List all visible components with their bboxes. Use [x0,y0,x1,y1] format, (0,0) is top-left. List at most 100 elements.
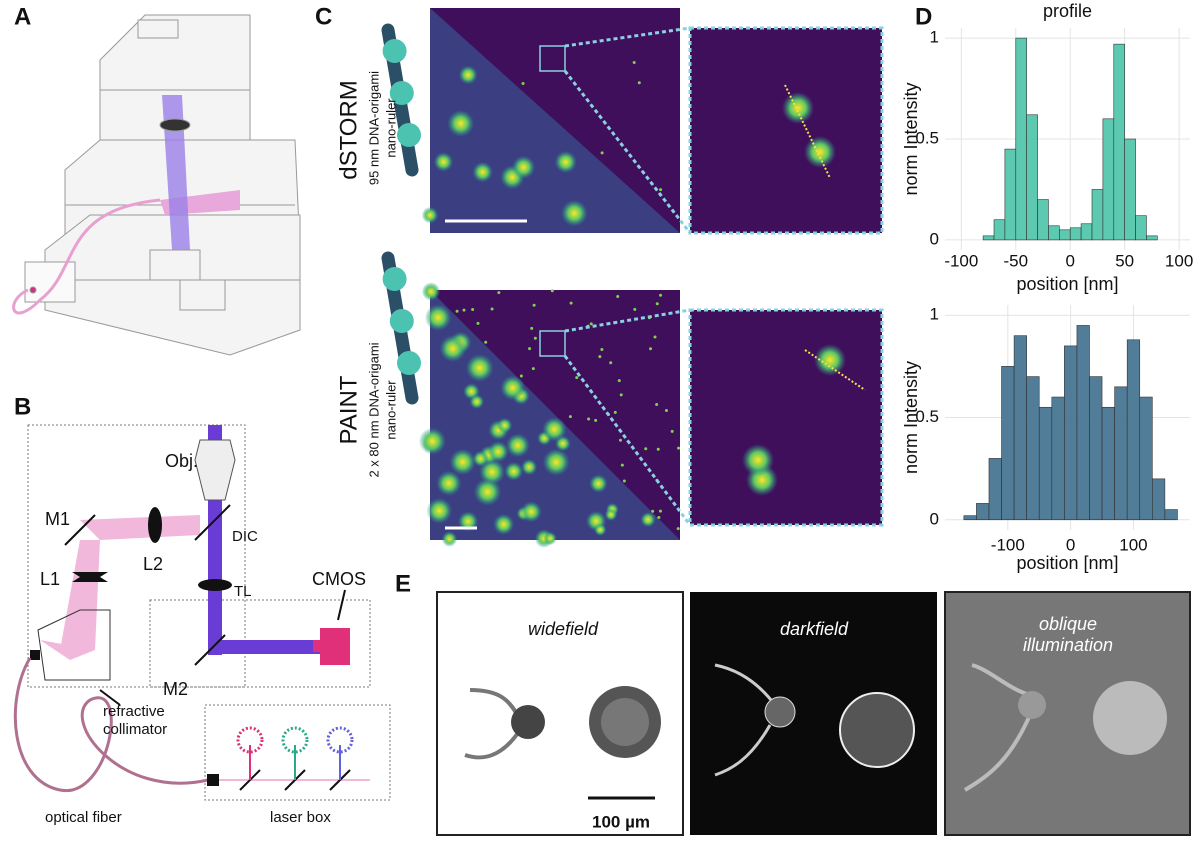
spot [651,509,655,513]
bar [1152,478,1166,521]
zoom-line [563,355,692,526]
blob [418,427,446,455]
image-label: darkfield [780,619,849,639]
spot [622,479,626,483]
profile-line [804,349,866,391]
scale-bar-label: 100 µm [592,812,650,831]
spot [644,447,648,451]
ruler-bead [382,39,407,63]
x-tick-label: -100 [944,251,978,270]
spot [532,303,536,307]
spot [462,308,466,312]
blob [589,474,608,493]
blob [561,199,588,227]
blob [436,470,462,496]
spot [659,293,663,297]
bar [982,235,995,241]
image-label: oblique [1039,614,1097,634]
spot [490,307,494,311]
optical-schematic [13,424,391,801]
sample-label: nano-ruler [383,380,398,440]
spot [530,326,534,330]
blob [465,354,494,382]
y-tick-label: 0.5 [915,407,939,426]
bar [1059,229,1071,241]
spot [653,335,657,339]
spot [455,309,459,313]
spot [616,295,620,299]
spot [619,393,623,397]
panel-label: B [14,393,31,420]
spot [471,308,475,312]
method-label: dSTORM [335,80,362,180]
bar [1026,114,1038,241]
blob [433,152,454,172]
label: optical fiber [45,809,122,826]
blob [469,394,485,409]
spot [670,429,674,433]
zoom-line [563,70,692,234]
spot [664,409,668,413]
zoom-bg [688,308,884,527]
blob [472,450,489,467]
bar [1048,225,1060,241]
zoom-box [539,45,566,72]
y-tick-label: 1 [930,305,939,324]
bar [1146,235,1158,241]
bar [1135,215,1147,241]
spot [618,438,622,442]
label: M1 [45,509,70,529]
blob [804,136,836,168]
spot [620,463,624,467]
x-tick-label: 100 [1119,535,1147,554]
spot [600,348,604,352]
bar [1164,509,1178,521]
ruler-bead [389,309,414,333]
bar [1013,335,1027,521]
x-tick-label: 0 [1065,251,1074,270]
panel-label: D [915,3,932,30]
bar [963,515,977,521]
blob [500,375,526,401]
blob [511,155,536,179]
spot [600,151,604,155]
blob [542,448,570,476]
blob [640,511,656,528]
ruler-bead [397,351,421,375]
blob [504,461,524,481]
zoom-bg [688,26,884,235]
ruler-bead [397,123,421,147]
bar [1101,406,1115,521]
zoom-line [564,308,691,333]
spot [568,415,572,419]
chart-title: profile [1043,1,1092,21]
panel-label: A [14,3,31,30]
bar [1037,199,1049,241]
blob [782,92,814,124]
y-tick-label: 0 [930,229,939,248]
sample-label: nano-ruler [383,98,398,158]
blob [424,304,452,331]
spot [676,527,680,531]
label: refractive [103,703,165,720]
label: Obj. [165,451,198,471]
x-axis-label: position [nm] [1016,553,1118,573]
blob [441,531,458,547]
spot [533,336,537,340]
spot [587,417,591,421]
y-tick-label: 0.5 [915,128,939,147]
y-tick-label: 0 [930,509,939,528]
bar [1113,43,1125,241]
spot [613,410,617,414]
blob [421,282,441,301]
blob [520,501,542,523]
spot [531,367,535,371]
blob [458,511,479,532]
spot [632,60,636,64]
bar [1080,223,1093,241]
spot [637,81,641,85]
blob [421,206,439,224]
microscope-drawing [12,14,301,356]
blob [521,459,538,476]
